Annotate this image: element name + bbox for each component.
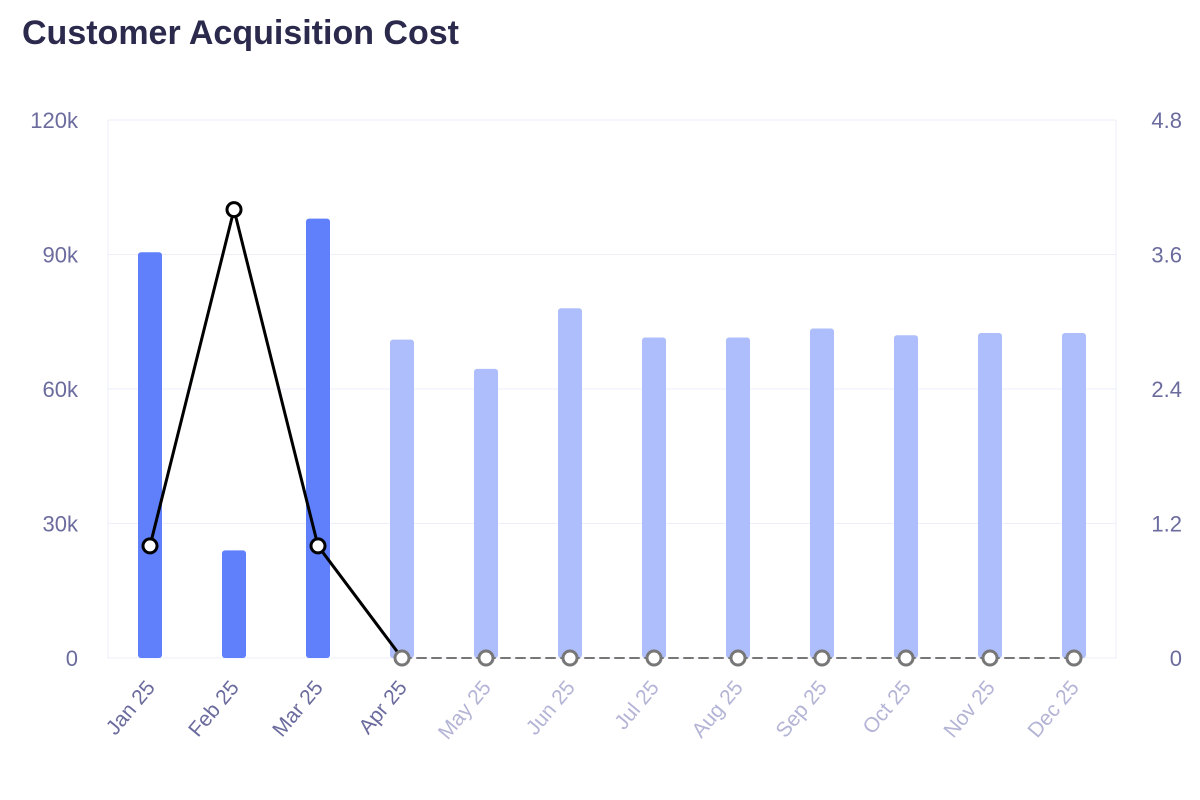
line-point bbox=[309, 537, 327, 555]
bar bbox=[1062, 332, 1086, 658]
line-segment bbox=[232, 208, 320, 548]
line-point bbox=[1065, 649, 1083, 667]
y-right-tick-label: 3.6 bbox=[1151, 243, 1182, 268]
x-tick-label: Jul 25 bbox=[610, 676, 664, 734]
x-tick-label: Feb 25 bbox=[184, 676, 244, 741]
line-point bbox=[645, 649, 663, 667]
y-left-tick-label: 90k bbox=[43, 243, 79, 268]
x-tick-label: Apr 25 bbox=[354, 676, 411, 738]
x-tick-label: Aug 25 bbox=[687, 676, 747, 742]
line-point bbox=[813, 649, 831, 667]
y-right-tick-label: 0 bbox=[1170, 646, 1182, 671]
y-left-tick-label: 30k bbox=[43, 512, 79, 537]
bar bbox=[726, 337, 750, 658]
line-point bbox=[477, 649, 495, 667]
line-point bbox=[729, 649, 747, 667]
line-segment bbox=[316, 544, 404, 660]
bar bbox=[138, 252, 162, 658]
y-left-tick-label: 60k bbox=[43, 377, 79, 402]
y-right-tick-label: 2.4 bbox=[1151, 377, 1182, 402]
line-point bbox=[981, 649, 999, 667]
y-right-tick-label: 1.2 bbox=[1151, 512, 1182, 537]
bar bbox=[306, 218, 330, 658]
bar bbox=[894, 335, 918, 658]
bar bbox=[390, 339, 414, 658]
bar bbox=[810, 328, 834, 658]
line-point bbox=[897, 649, 915, 667]
y-right-tick-label: 4.8 bbox=[1151, 108, 1182, 133]
x-tick-label: Dec 25 bbox=[1023, 676, 1083, 742]
bar bbox=[558, 308, 582, 658]
x-tick-label: Nov 25 bbox=[939, 676, 999, 742]
bar bbox=[642, 337, 666, 658]
line-segment bbox=[148, 208, 236, 548]
x-tick-label: May 25 bbox=[434, 676, 496, 744]
x-tick-label: Jun 25 bbox=[522, 676, 580, 739]
line-point bbox=[393, 649, 411, 667]
line-point bbox=[141, 537, 159, 555]
x-tick-label: Oct 25 bbox=[858, 676, 915, 738]
line-point bbox=[225, 201, 243, 219]
y-left-tick-label: 0 bbox=[66, 646, 78, 671]
bar bbox=[222, 550, 246, 658]
x-tick-label: Sep 25 bbox=[771, 676, 831, 742]
line-point bbox=[561, 649, 579, 667]
bar bbox=[978, 332, 1002, 658]
x-tick-label: Mar 25 bbox=[268, 676, 328, 741]
y-left-tick-label: 120k bbox=[30, 108, 79, 133]
bar bbox=[474, 368, 498, 658]
chart-title: Customer Acquisition Cost bbox=[22, 14, 459, 52]
x-tick-label: Jan 25 bbox=[102, 676, 160, 739]
